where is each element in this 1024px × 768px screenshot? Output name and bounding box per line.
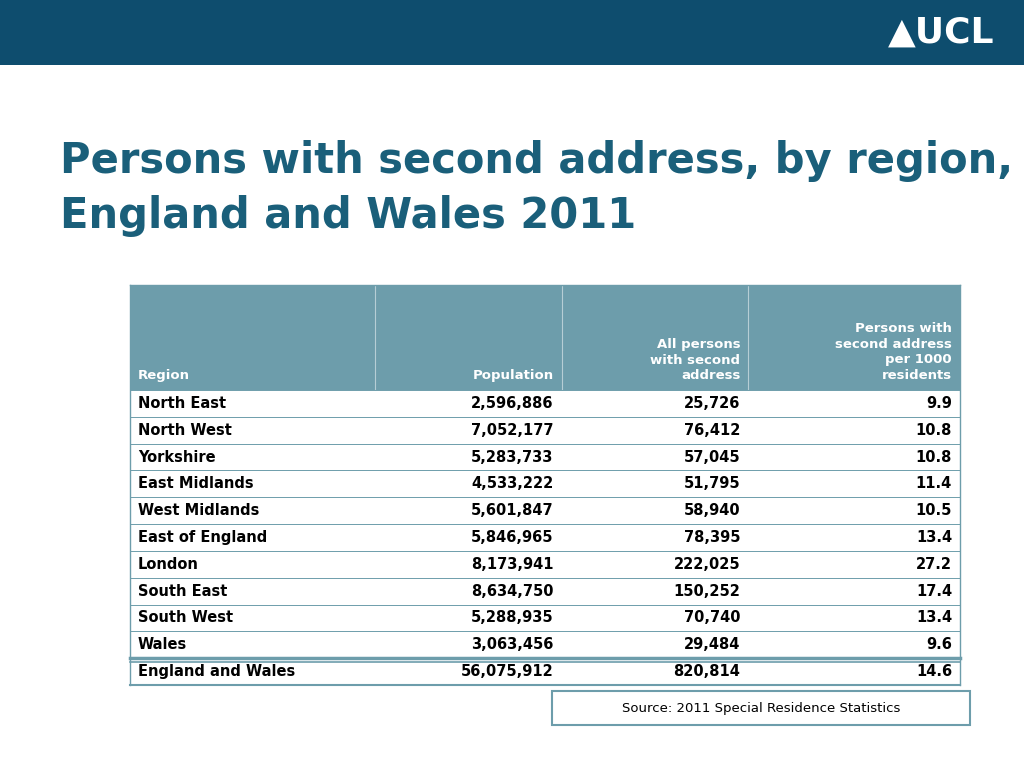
Text: 56,075,912: 56,075,912: [461, 664, 554, 679]
Text: Wales: Wales: [138, 637, 187, 652]
Text: 9.6: 9.6: [926, 637, 952, 652]
Text: London: London: [138, 557, 199, 572]
Text: 76,412: 76,412: [684, 422, 740, 438]
Text: 17.4: 17.4: [915, 584, 952, 598]
Text: 5,846,965: 5,846,965: [471, 530, 554, 545]
Text: 51,795: 51,795: [684, 476, 740, 492]
Text: 58,940: 58,940: [684, 503, 740, 518]
Text: Region: Region: [138, 369, 190, 382]
Text: West Midlands: West Midlands: [138, 503, 259, 518]
Text: England and Wales: England and Wales: [138, 664, 295, 679]
Bar: [552, 691, 970, 725]
Text: ▲UCL: ▲UCL: [888, 15, 994, 49]
Text: 2,596,886: 2,596,886: [471, 396, 554, 411]
Text: 5,288,935: 5,288,935: [471, 611, 554, 625]
Text: 13.4: 13.4: [915, 611, 952, 625]
Text: North West: North West: [138, 422, 231, 438]
Text: South East: South East: [138, 584, 227, 598]
Text: 27.2: 27.2: [916, 557, 952, 572]
Text: 10.5: 10.5: [915, 503, 952, 518]
Text: 14.6: 14.6: [915, 664, 952, 679]
Text: All persons
with second
address: All persons with second address: [650, 338, 740, 382]
Text: Yorkshire: Yorkshire: [138, 449, 216, 465]
Text: East of England: East of England: [138, 530, 267, 545]
Text: 10.8: 10.8: [915, 449, 952, 465]
Text: 25,726: 25,726: [684, 396, 740, 411]
Text: South West: South West: [138, 611, 233, 625]
Text: Population: Population: [472, 369, 554, 382]
Text: 8,173,941: 8,173,941: [471, 557, 554, 572]
Text: 13.4: 13.4: [915, 530, 952, 545]
Text: 150,252: 150,252: [674, 584, 740, 598]
Text: 820,814: 820,814: [674, 664, 740, 679]
Text: 78,395: 78,395: [684, 530, 740, 545]
Text: 8,634,750: 8,634,750: [471, 584, 554, 598]
Bar: [130, 285, 961, 390]
Text: 57,045: 57,045: [684, 449, 740, 465]
Text: 11.4: 11.4: [915, 476, 952, 492]
Text: 7,052,177: 7,052,177: [471, 422, 554, 438]
Text: 5,601,847: 5,601,847: [471, 503, 554, 518]
Text: 70,740: 70,740: [684, 611, 740, 625]
Text: 3,063,456: 3,063,456: [471, 637, 554, 652]
Text: 222,025: 222,025: [674, 557, 740, 572]
Text: 4,533,222: 4,533,222: [471, 476, 554, 492]
Text: Persons with second address, by region,: Persons with second address, by region,: [60, 140, 1013, 182]
Text: England and Wales 2011: England and Wales 2011: [60, 195, 636, 237]
Text: Source: 2011 Special Residence Statistics: Source: 2011 Special Residence Statistic…: [622, 701, 900, 714]
Text: 29,484: 29,484: [684, 637, 740, 652]
Text: North East: North East: [138, 396, 226, 411]
Text: Persons with
second address
per 1000
residents: Persons with second address per 1000 res…: [836, 323, 952, 382]
Text: 5,283,733: 5,283,733: [471, 449, 554, 465]
Text: 9.9: 9.9: [926, 396, 952, 411]
Text: East Midlands: East Midlands: [138, 476, 254, 492]
Text: 10.8: 10.8: [915, 422, 952, 438]
Bar: [0, 0, 1024, 65]
